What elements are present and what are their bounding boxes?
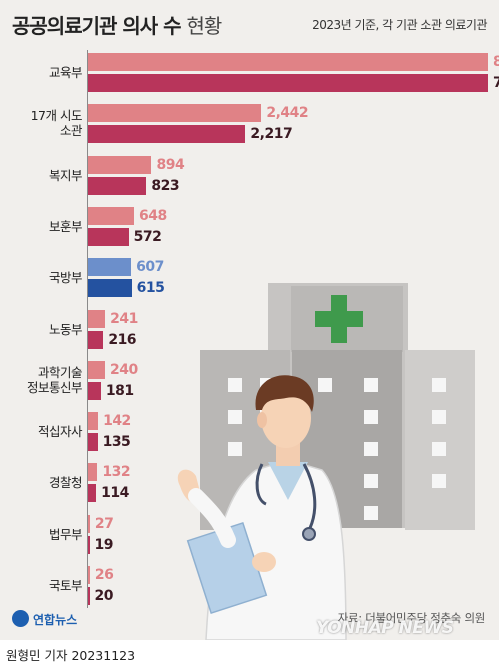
- value-label-quota: 607: [136, 259, 164, 276]
- category-label-line: 국토부: [48, 578, 83, 593]
- category-label: 노동부: [0, 321, 83, 337]
- bar-quota: [88, 155, 152, 174]
- value-label-quota: 648: [139, 207, 167, 224]
- bar-current: [88, 433, 98, 452]
- bar-quota: [88, 463, 98, 482]
- bar-current: [88, 484, 97, 503]
- bar-current: [88, 279, 132, 298]
- bar-quota: [88, 412, 99, 431]
- value-label-current: 20: [94, 588, 114, 604]
- category-label-line: 과학기술: [37, 364, 83, 380]
- bar-quota: [88, 53, 488, 71]
- category-label: 경찰청: [0, 475, 83, 491]
- reporter-credit: 원형민 기자 20231123: [6, 648, 136, 663]
- category-axis-line: [87, 50, 88, 608]
- value-label-quota: 2,442: [266, 105, 309, 122]
- value-label-current: 823: [151, 177, 180, 194]
- yonhap-logo-icon: [12, 610, 29, 627]
- value-label-current: 19: [94, 536, 114, 553]
- category-label: 적십자사: [0, 424, 83, 440]
- bar-current: [88, 125, 246, 144]
- bar-current: [88, 535, 90, 554]
- value-label-quota: 241: [110, 310, 138, 327]
- value-label-quota: 142: [103, 413, 131, 430]
- value-label-quota: 8,942명: [493, 54, 499, 70]
- value-label-current: 2,217: [250, 126, 293, 143]
- value-label-current: 615: [136, 280, 165, 297]
- category-label: 복지부: [0, 167, 83, 183]
- bar-current: [88, 74, 488, 92]
- bar-current: [88, 587, 90, 605]
- category-label-line: 보훈부: [48, 218, 83, 234]
- category-label: 보훈부: [0, 218, 83, 234]
- bar-quota: [88, 514, 90, 533]
- source-note: 자료: 더불어민주당 정춘숙 의원: [337, 611, 486, 625]
- value-label-current: 181: [105, 382, 134, 399]
- chart-subtitle: 2023년 기준, 각 기관 소관 의료기관: [312, 18, 487, 32]
- value-label-quota: 240: [110, 361, 138, 378]
- category-label-line: 정보통신부: [26, 379, 83, 395]
- category-label-line: 법무부: [48, 526, 83, 542]
- bar-current: [88, 381, 101, 400]
- chart-card: 공공의료기관 의사 수 현황 2023년 기준, 각 기관 소관 의료기관 정원…: [0, 0, 499, 640]
- value-label-quota: 132: [102, 464, 131, 481]
- bar-current: [88, 330, 104, 349]
- bar-quota: [88, 206, 134, 225]
- category-label: 교육부: [0, 65, 83, 80]
- category-label-line: 경찰청: [48, 475, 83, 491]
- category-label-line: 국방부: [48, 270, 83, 286]
- category-label: 국방부: [0, 270, 83, 286]
- value-label-current: 7,002명: [493, 75, 499, 91]
- value-label-current: 114: [101, 485, 129, 502]
- category-label-line: 17개 시도: [30, 108, 83, 124]
- category-label: 국토부: [0, 578, 83, 593]
- bar-quota: [88, 104, 262, 123]
- value-label-quota: 894: [156, 156, 185, 173]
- category-label: 17개 시도 소관: [0, 108, 83, 139]
- yonhap-news-watermark: YONHAP NEWS: [316, 618, 454, 638]
- bar-current: [88, 227, 129, 246]
- category-label-line: 교육부: [48, 65, 83, 80]
- bar-current: [88, 176, 147, 195]
- bar-quota: [88, 360, 106, 379]
- value-label-quota: 26: [94, 567, 114, 583]
- bar-quota: [88, 566, 90, 584]
- category-label: 법무부: [0, 526, 83, 542]
- value-label-current: 216: [108, 331, 137, 348]
- hospital-doctor-illustration: [177, 283, 475, 640]
- category-label-line: 소관: [59, 123, 83, 139]
- value-label-current: 572: [133, 228, 162, 245]
- category-label-line: 복지부: [48, 167, 83, 183]
- chart-title: 공공의료기관 의사 수 현황: [12, 14, 222, 38]
- category-label-line: 적십자사: [37, 424, 83, 440]
- category-label: 과학기술 정보통신부: [0, 364, 83, 395]
- value-label-quota: 27: [94, 515, 114, 532]
- bar-quota: [88, 258, 132, 277]
- bar-quota: [88, 309, 106, 328]
- category-label-line: 노동부: [48, 321, 83, 337]
- value-label-current: 135: [102, 434, 131, 451]
